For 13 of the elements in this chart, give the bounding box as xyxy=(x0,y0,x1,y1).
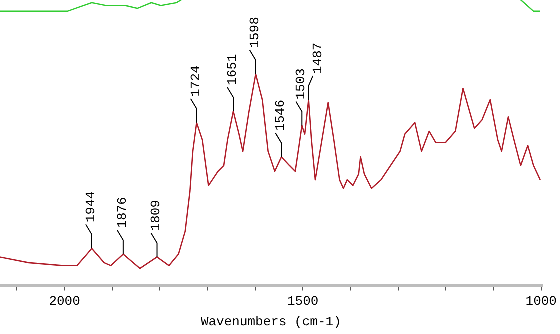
annotation: 1809 xyxy=(148,200,164,232)
annotation: 1546 xyxy=(273,100,288,132)
annotation: 1598 xyxy=(247,17,262,48)
annotation: 1876 xyxy=(114,197,130,228)
x-tick-label: 1500 xyxy=(287,294,319,310)
annotation: 1724 xyxy=(188,65,204,97)
annotation: 1651 xyxy=(224,54,240,86)
annotation: 1944 xyxy=(83,191,98,223)
annotation: 1487 xyxy=(310,42,326,74)
x-tick-label: 1000 xyxy=(526,294,557,310)
x-tick-label: 2000 xyxy=(49,294,80,310)
x-axis-title: Wavenumbers (cm-1) xyxy=(200,314,342,330)
annotation: 1503 xyxy=(294,68,309,100)
